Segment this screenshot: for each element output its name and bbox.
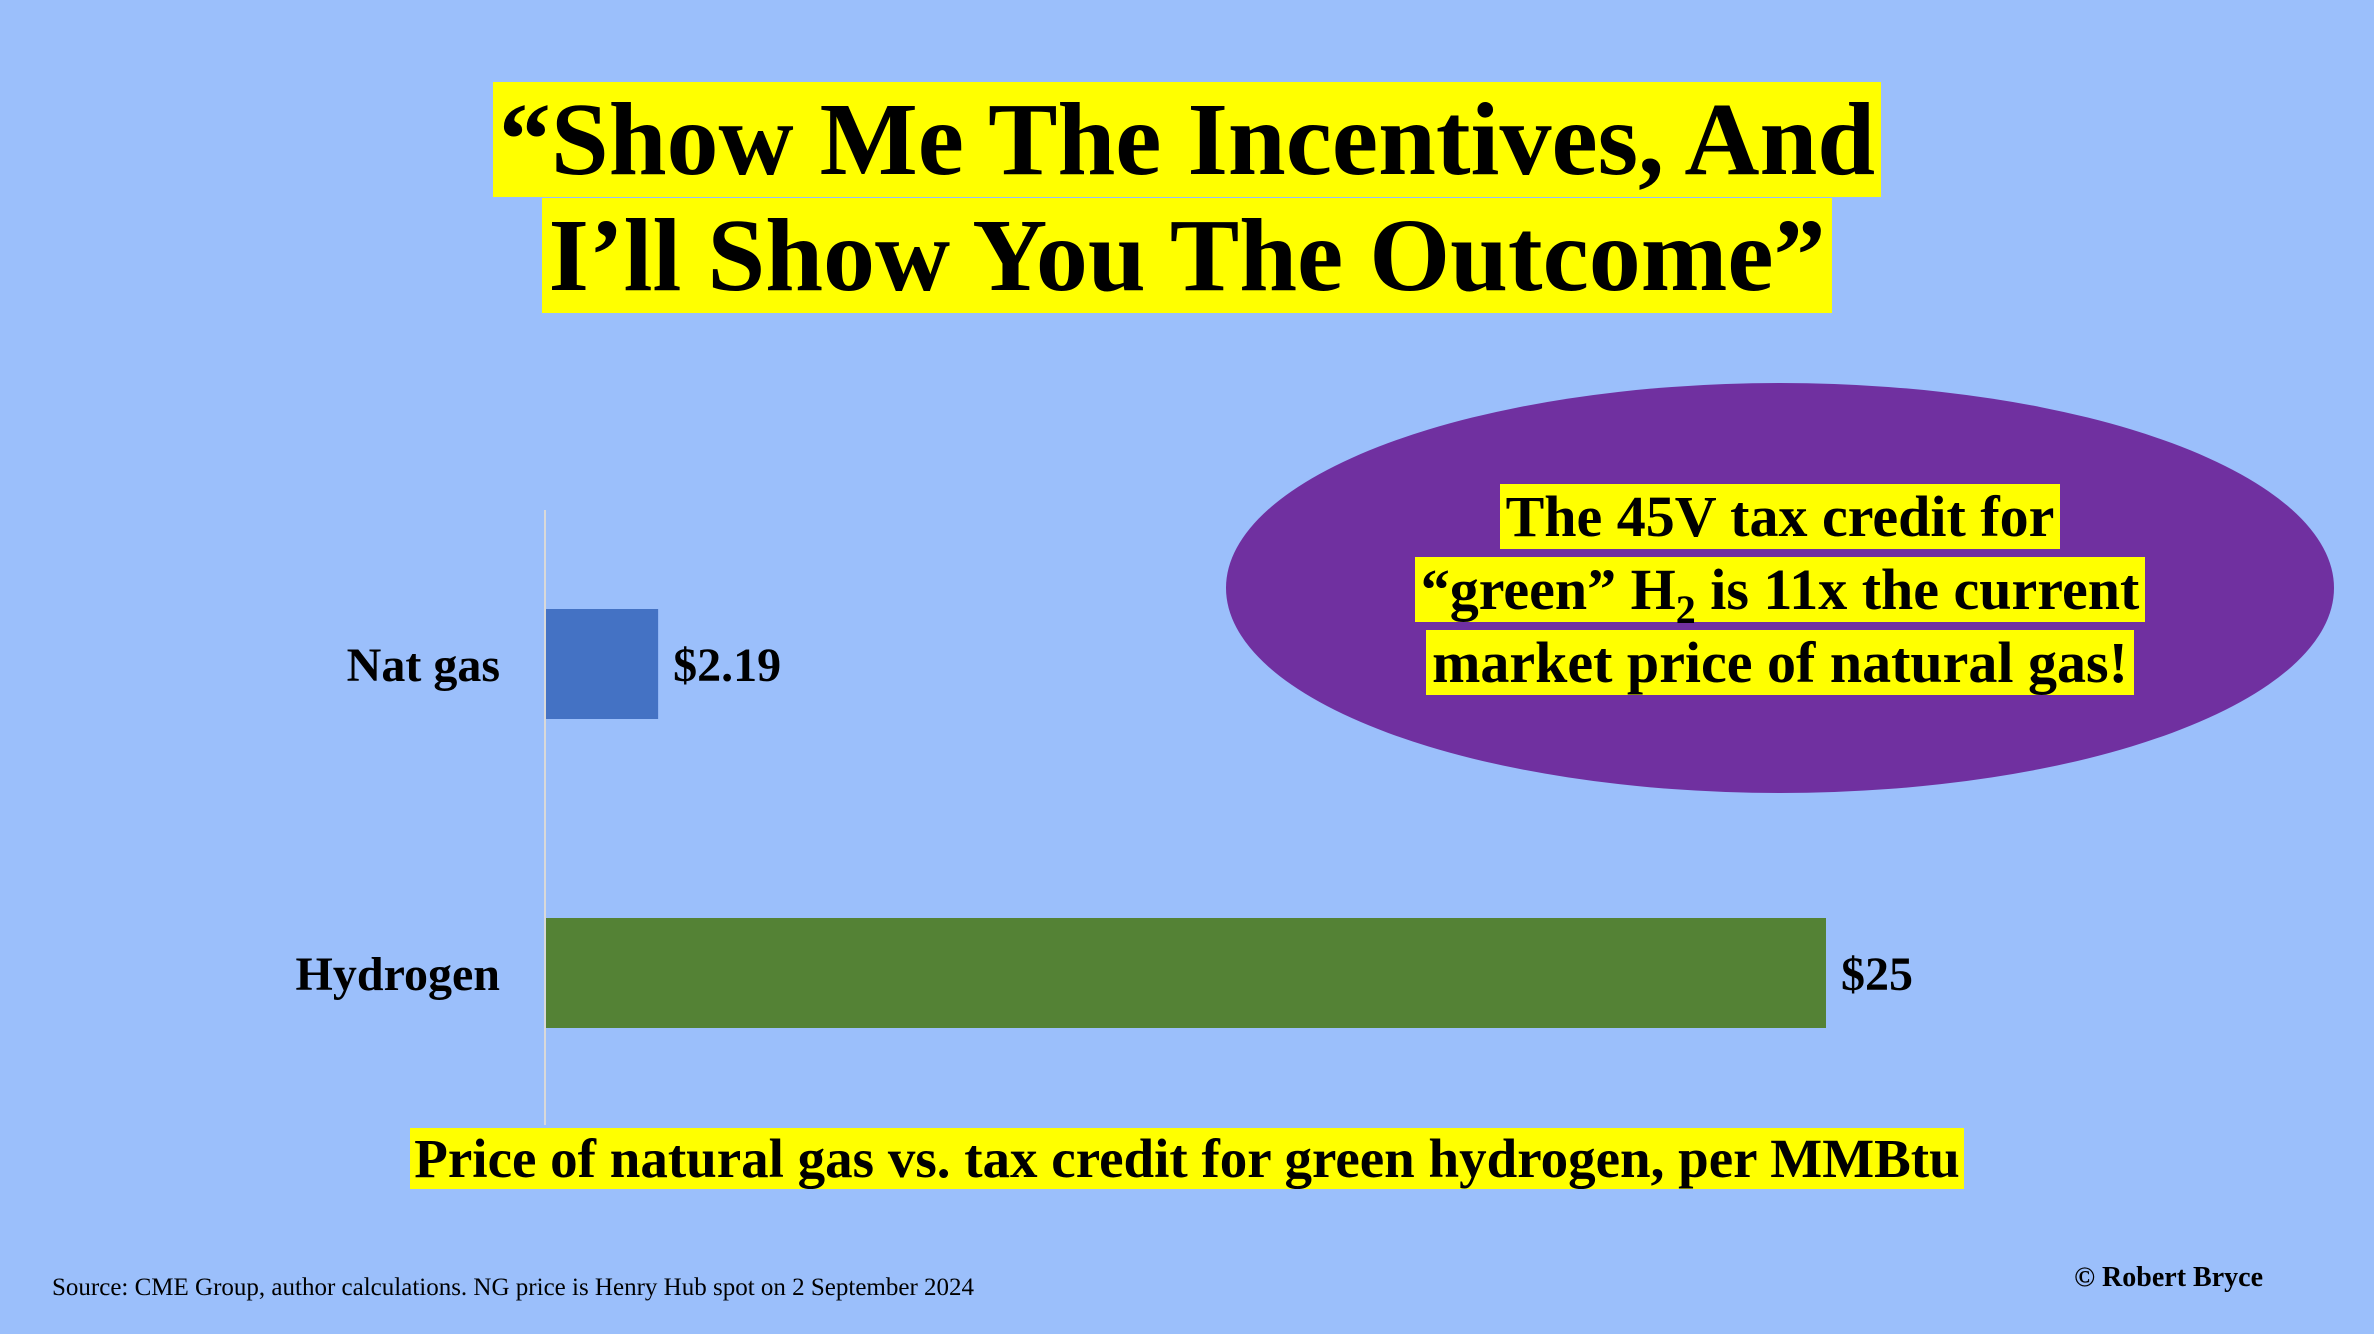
callout-subscript: 2 bbox=[1675, 587, 1696, 632]
title-line-2: I’ll Show You The Outcome” bbox=[542, 198, 1832, 313]
title-line-1: “Show Me The Incentives, And bbox=[492, 82, 1882, 197]
copyright: © Robert Bryce bbox=[2074, 1262, 2263, 1293]
callout-line-2-post: is 11x the current bbox=[1710, 557, 2140, 622]
chart-title: Price of natural gas vs. tax credit for … bbox=[410, 1128, 1964, 1189]
callout-line-3: market price of natural gas! bbox=[1426, 630, 2134, 695]
value-label-hydrogen: $25 bbox=[1841, 948, 1913, 1001]
category-label-nat-gas: Nat gas bbox=[347, 639, 500, 692]
callout-text: The 45V tax credit for “green” H2 is 11x… bbox=[1300, 480, 2260, 699]
category-label-hydrogen: Hydrogen bbox=[296, 948, 500, 1001]
chart-caption: Price of natural gas vs. tax credit for … bbox=[0, 1126, 2374, 1192]
source-note: Source: CME Group, author calculations. … bbox=[52, 1274, 975, 1301]
bar-nat-gas bbox=[546, 609, 659, 719]
bar-hydrogen bbox=[546, 918, 1826, 1028]
callout-line-1: The 45V tax credit for bbox=[1499, 484, 2061, 549]
callout-line-2-pre: “green” H bbox=[1420, 557, 1676, 622]
callout-line-2: “green” H2 is 11x the current bbox=[1414, 557, 2146, 630]
value-label-nat-gas: $2.19 bbox=[673, 639, 781, 692]
slide-title: “Show Me The Incentives, And I’ll Show Y… bbox=[0, 82, 2374, 314]
